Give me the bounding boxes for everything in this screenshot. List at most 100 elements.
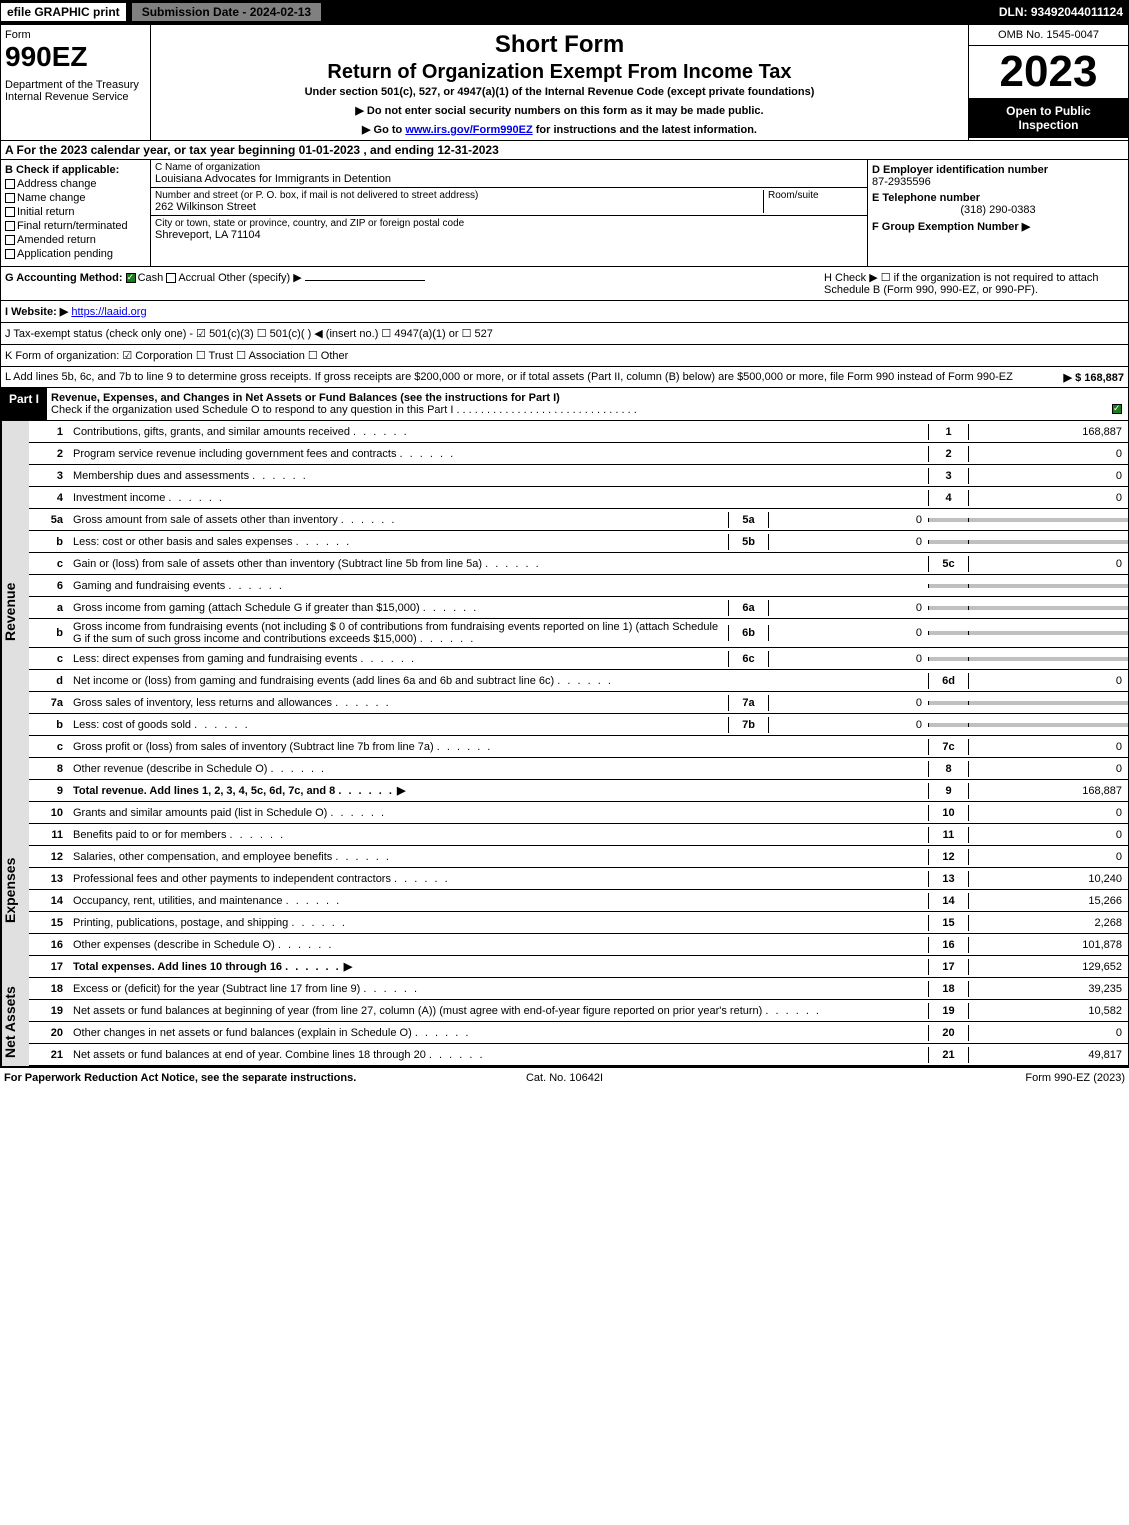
d-ein-label: D Employer identification number: [872, 164, 1124, 176]
line-desc: Net income or (loss) from gaming and fun…: [69, 673, 928, 689]
line-desc: Less: cost or other basis and sales expe…: [69, 534, 728, 550]
line-code: 2: [928, 446, 968, 462]
line-code: 8: [928, 761, 968, 777]
irs-link[interactable]: www.irs.gov/Form990EZ: [405, 124, 532, 136]
subtitle: Under section 501(c), 527, or 4947(a)(1)…: [155, 86, 964, 98]
line-code: 14: [928, 893, 968, 909]
line-subval: 0: [768, 512, 928, 528]
expenses-section: Expenses 10Grants and similar amounts pa…: [0, 802, 1129, 978]
line-code: 17: [928, 959, 968, 975]
form-line: 5aGross amount from sale of assets other…: [29, 509, 1128, 531]
b-checkbox-item[interactable]: Application pending: [5, 248, 146, 260]
line-value: 0: [968, 468, 1128, 484]
line-value: 0: [968, 556, 1128, 572]
g-cash-checkbox[interactable]: [126, 273, 136, 283]
netassets-section: Net Assets 18Excess or (deficit) for the…: [0, 978, 1129, 1067]
part1-checkbox[interactable]: [1112, 404, 1122, 414]
line-number: d: [29, 673, 69, 689]
form-line: 11Benefits paid to or for members . . . …: [29, 824, 1128, 846]
line-val-blank: [968, 701, 1128, 705]
line-code-blank: [928, 606, 968, 610]
line-desc: Net assets or fund balances at end of ye…: [69, 1047, 928, 1063]
line-value: 0: [968, 805, 1128, 821]
line-code: 10: [928, 805, 968, 821]
submission-date: Submission Date - 2024-02-13: [131, 2, 322, 22]
footer-right: Form 990-EZ (2023): [751, 1072, 1125, 1084]
line-desc: Gross sales of inventory, less returns a…: [69, 695, 728, 711]
line-code-blank: [928, 518, 968, 522]
section-h: H Check ▶ ☐ if the organization is not r…: [824, 271, 1124, 296]
line-code: 19: [928, 1003, 968, 1019]
line-value: 49,817: [968, 1047, 1128, 1063]
note-ssn: ▶ Do not enter social security numbers o…: [155, 104, 964, 117]
line-number: 16: [29, 937, 69, 953]
ein-value: 87-2935596: [872, 176, 1124, 188]
c-street-label: Number and street (or P. O. box, if mail…: [155, 190, 763, 201]
line-number: 5a: [29, 512, 69, 528]
org-street: 262 Wilkinson Street: [155, 201, 763, 213]
line-val-blank: [968, 606, 1128, 610]
line-desc: Gain or (loss) from sale of assets other…: [69, 556, 928, 572]
tax-year: 2023: [969, 46, 1128, 98]
line-value: 168,887: [968, 424, 1128, 440]
line-code: 4: [928, 490, 968, 506]
line-desc: Printing, publications, postage, and shi…: [69, 915, 928, 931]
l-amount: ▶ $ 168,887: [1064, 371, 1124, 384]
form-line: 8Other revenue (describe in Schedule O) …: [29, 758, 1128, 780]
c-name-label: C Name of organization: [155, 162, 863, 173]
line-val-blank: [968, 518, 1128, 522]
line-code: 18: [928, 981, 968, 997]
form-line: 13Professional fees and other payments t…: [29, 868, 1128, 890]
row-l: L Add lines 5b, 6c, and 7b to line 9 to …: [0, 367, 1129, 388]
line-number: 4: [29, 490, 69, 506]
g-accrual-checkbox[interactable]: [166, 273, 176, 283]
line-code: 21: [928, 1047, 968, 1063]
form-line: 3Membership dues and assessments . . . .…: [29, 465, 1128, 487]
form-line: 20Other changes in net assets or fund ba…: [29, 1022, 1128, 1044]
line-number: 21: [29, 1047, 69, 1063]
line-subcode: 6b: [728, 625, 768, 641]
line-desc: Professional fees and other payments to …: [69, 871, 928, 887]
line-subval: 0: [768, 651, 928, 667]
i-label: I Website: ▶: [5, 306, 68, 318]
line-value: 168,887: [968, 783, 1128, 799]
line-value: 10,582: [968, 1003, 1128, 1019]
form-line: 4Investment income . . . . . .40: [29, 487, 1128, 509]
b-checkbox-item[interactable]: Address change: [5, 178, 146, 190]
row-g-h: G Accounting Method: Cash Accrual Other …: [0, 267, 1129, 301]
b-checkbox-item[interactable]: Amended return: [5, 234, 146, 246]
form-line: 6Gaming and fundraising events . . . . .…: [29, 575, 1128, 597]
l-text: L Add lines 5b, 6c, and 7b to line 9 to …: [5, 371, 1013, 383]
line-desc: Less: direct expenses from gaming and fu…: [69, 651, 728, 667]
form-line: cLess: direct expenses from gaming and f…: [29, 648, 1128, 670]
line-value: 0: [968, 490, 1128, 506]
line-value: 10,240: [968, 871, 1128, 887]
website-link[interactable]: https://laaid.org: [71, 306, 146, 318]
line-desc: Salaries, other compensation, and employ…: [69, 849, 928, 865]
c-city-label: City or town, state or province, country…: [155, 218, 863, 229]
header-right: OMB No. 1545-0047 2023 Open to Public In…: [968, 25, 1128, 140]
line-number: 2: [29, 446, 69, 462]
section-a: A For the 2023 calendar year, or tax yea…: [0, 141, 1129, 160]
line-code: 12: [928, 849, 968, 865]
org-name: Louisiana Advocates for Immigrants in De…: [155, 173, 863, 185]
line-code: 3: [928, 468, 968, 484]
form-header: Form 990EZ Department of the Treasury In…: [0, 24, 1129, 141]
line-value: 2,268: [968, 915, 1128, 931]
line-number: 17: [29, 959, 69, 975]
line-subcode: 7b: [728, 717, 768, 733]
line-desc: Contributions, gifts, grants, and simila…: [69, 424, 928, 440]
line-number: 14: [29, 893, 69, 909]
line-number: 15: [29, 915, 69, 931]
note-pre: ▶ Go to: [362, 124, 405, 136]
title-return: Return of Organization Exempt From Incom…: [155, 61, 964, 84]
form-line: 19Net assets or fund balances at beginni…: [29, 1000, 1128, 1022]
b-checkbox-item[interactable]: Name change: [5, 192, 146, 204]
efile-print-button[interactable]: efile GRAPHIC print: [0, 2, 127, 22]
b-checkbox-item[interactable]: Final return/terminated: [5, 220, 146, 232]
omb-number: OMB No. 1545-0047: [969, 25, 1128, 46]
line-number: 20: [29, 1025, 69, 1041]
line-code: 1: [928, 424, 968, 440]
b-checkbox-item[interactable]: Initial return: [5, 206, 146, 218]
line-value: 0: [968, 761, 1128, 777]
